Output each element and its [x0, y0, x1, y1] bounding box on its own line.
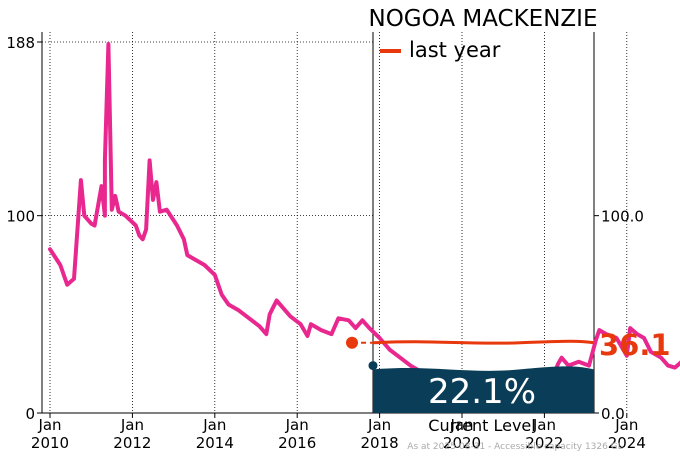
axes: 0100188Jan2010Jan2012Jan2014Jan2016Jan20… [6, 32, 646, 452]
right-tick-label: 0.0 [601, 405, 625, 423]
y-tick-label: 100 [6, 208, 35, 226]
x-tick-label: Jan [285, 416, 309, 434]
labels: NOGOA MACKENZIE last year 36.1 22.1% Cur… [368, 6, 670, 452]
x-tick-label: Jan [367, 416, 391, 434]
chart-title: NOGOA MACKENZIE [368, 6, 597, 32]
x-tick-label: 2020 [443, 434, 481, 452]
x-tick-label: 2016 [278, 434, 316, 452]
current-level-label: Current Level [428, 416, 535, 435]
x-tick-label: 2018 [361, 434, 399, 452]
series-layer [48, 42, 680, 396]
x-tick-label: Jan [449, 416, 473, 434]
gridlines [42, 32, 628, 413]
x-tick-label: 2014 [196, 434, 234, 452]
current-level-percent: 22.1% [428, 372, 536, 412]
last-year-line [372, 339, 595, 345]
x-tick-label: 2024 [608, 434, 646, 452]
right-tick-label: 100.0 [601, 208, 644, 226]
x-tick-label: 2010 [31, 434, 69, 452]
x-tick-label: Jan [202, 416, 226, 434]
x-tick-label: 2012 [113, 434, 151, 452]
x-tick-label: Jan [37, 416, 61, 434]
footnote: As at 2025-08-31 - Accessible capacity 1… [407, 442, 622, 452]
x-tick-label: Jan [614, 416, 638, 434]
current-level-fill [373, 366, 594, 413]
y-tick-label: 188 [6, 34, 35, 52]
current-point-marker [368, 361, 378, 371]
x-tick-label: Jan [120, 416, 144, 434]
x-tick-label: Jan [532, 416, 556, 434]
legend-label: last year [409, 38, 501, 62]
last-year-value: 36.1 [599, 328, 671, 362]
current-level-panel [372, 339, 595, 413]
x-tick-label: 2022 [525, 434, 563, 452]
storage-series-line [48, 42, 680, 396]
y-tick-label: 0 [25, 405, 35, 423]
